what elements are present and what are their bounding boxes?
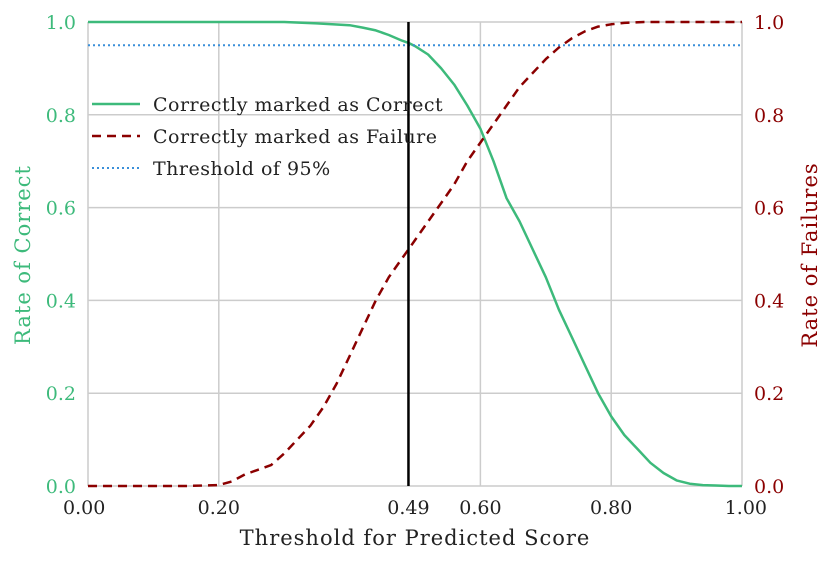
legend-label-failure: Correctly marked as Failure	[153, 126, 437, 148]
left-tick-label: 0.8	[46, 105, 76, 127]
left-y-axis-label: Rate of Correct	[11, 165, 35, 345]
right-tick-label: 0.4	[754, 290, 784, 312]
x-axis-ticks: 0.00 0.20 0.49 0.60 0.80 1.00	[63, 497, 767, 519]
left-tick-label: 0.0	[46, 476, 76, 498]
legend-label-correct: Correctly marked as Correct	[153, 94, 443, 116]
left-tick-label: 0.4	[46, 290, 76, 312]
grid	[87, 21, 743, 487]
x-tick-label: 1.00	[725, 497, 767, 519]
x-tick-label: 0.80	[590, 497, 632, 519]
right-tick-label: 0.8	[754, 105, 784, 127]
right-tick-label: 0.0	[754, 476, 784, 498]
left-axis-ticks: 0.0 0.2 0.4 0.6 0.8 1.0	[46, 12, 76, 498]
left-tick-label: 0.6	[46, 198, 76, 220]
x-tick-label: 0.00	[63, 497, 105, 519]
series-correct-line	[88, 20, 742, 488]
x-tick-label: 0.60	[459, 497, 501, 519]
left-tick-label: 1.0	[46, 12, 76, 34]
x-axis-label: Threshold for Predicted Score	[240, 526, 591, 550]
right-tick-label: 1.0	[754, 12, 784, 34]
series-failure-line	[88, 20, 742, 488]
left-tick-label: 0.2	[46, 383, 76, 405]
x-tick-label: 0.20	[198, 497, 240, 519]
right-axis-ticks: 0.0 0.2 0.4 0.6 0.8 1.0	[754, 12, 784, 498]
x-tick-label: 0.49	[387, 497, 429, 519]
legend: Correctly marked as Correct Correctly ma…	[92, 94, 443, 180]
right-y-axis-label: Rate of Failures	[798, 162, 822, 347]
right-tick-label: 0.6	[754, 198, 784, 220]
series-layer	[88, 20, 742, 488]
right-tick-label: 0.2	[754, 383, 784, 405]
legend-label-threshold: Threshold of 95%	[153, 158, 331, 180]
